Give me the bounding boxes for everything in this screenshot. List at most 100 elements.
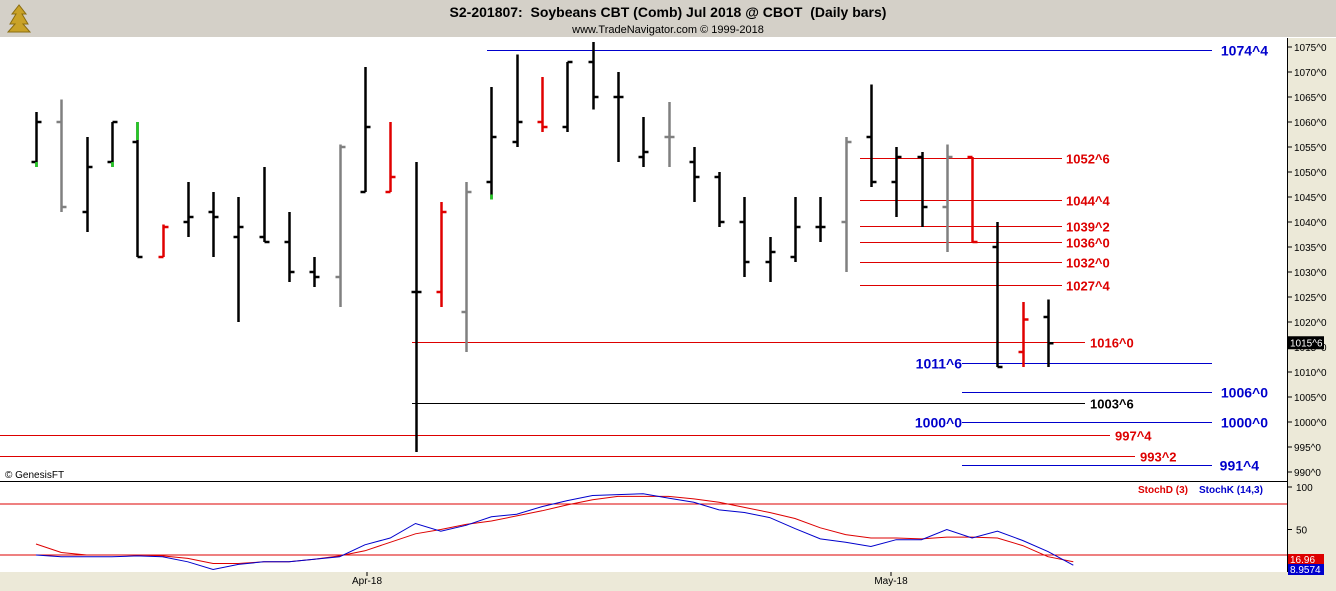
level-label: 1039^2 xyxy=(1066,220,1110,235)
price-tick-label: 1025^0 xyxy=(1294,293,1327,304)
price-tick-label: 995^0 xyxy=(1294,443,1321,454)
support-resistance-lines xyxy=(0,50,1212,466)
level-label: 1074^4 xyxy=(1221,43,1268,59)
price-bar xyxy=(714,172,725,227)
level-label: 1000^0 xyxy=(1221,415,1268,431)
price-bar xyxy=(208,192,219,257)
price-tick-label: 1030^0 xyxy=(1294,268,1327,279)
level-label: 1016^0 xyxy=(1090,336,1134,351)
last-price-label: 1015^6 xyxy=(1290,338,1323,349)
price-bar xyxy=(613,72,624,162)
price-bar xyxy=(132,122,143,259)
price-bar xyxy=(942,144,953,252)
price-bar xyxy=(1043,299,1054,367)
price-bar xyxy=(436,202,447,307)
price-bar xyxy=(183,182,194,237)
stoch-d-line xyxy=(35,495,1074,564)
stoch-last-box xyxy=(1288,554,1324,565)
price-tick-label: 1060^0 xyxy=(1294,118,1327,129)
price-bar xyxy=(815,197,826,242)
price-bar xyxy=(689,147,700,202)
price-bar xyxy=(588,42,599,110)
time-axis-background xyxy=(0,572,1287,591)
price-bar xyxy=(284,212,295,282)
price-bar xyxy=(992,222,1003,369)
price-bar xyxy=(638,117,649,167)
price-bar xyxy=(512,54,523,147)
price-bar xyxy=(385,122,396,194)
price-plot-area xyxy=(0,38,1287,481)
level-label: 1027^4 xyxy=(1066,279,1111,294)
level-label: 997^4 xyxy=(1115,429,1152,444)
price-tick-label: 990^0 xyxy=(1294,468,1321,479)
stoch-last-label: 8.9574 xyxy=(1290,565,1321,576)
chart-title: S2-201807: Soybeans CBT (Comb) Jul 2018 … xyxy=(450,4,887,20)
price-bar xyxy=(158,224,169,259)
stoch-tick-label: 100 xyxy=(1296,483,1313,494)
price-tick-label: 1045^0 xyxy=(1294,193,1327,204)
level-label: 1032^0 xyxy=(1066,256,1110,271)
stoch-k-legend: StochK (14,3) xyxy=(1199,485,1263,496)
price-bar xyxy=(259,167,270,244)
stoch-k-line xyxy=(35,493,1074,571)
price-bar xyxy=(891,147,902,217)
price-tick-label: 1050^0 xyxy=(1294,168,1327,179)
price-bar xyxy=(82,137,93,232)
price-bar xyxy=(233,197,244,322)
price-tick-label: 1035^0 xyxy=(1294,243,1327,254)
price-tick-label: 1070^0 xyxy=(1294,68,1327,79)
price-bar xyxy=(841,137,852,272)
price-axis-background xyxy=(1287,38,1336,591)
price-tick-label: 1075^0 xyxy=(1294,43,1327,54)
stoch-last-label: 16.96 xyxy=(1290,555,1315,566)
price-tick-label: 1065^0 xyxy=(1294,93,1327,104)
price-bar xyxy=(562,60,573,132)
price-bar xyxy=(765,237,776,282)
stoch-plot-area xyxy=(0,482,1287,572)
level-label: 1003^6 xyxy=(1090,397,1134,412)
time-axis: Apr-18 May-18 xyxy=(352,572,908,587)
price-tick-label: 1040^0 xyxy=(1294,218,1327,229)
level-label: 993^2 xyxy=(1140,450,1177,465)
price-bar xyxy=(1018,302,1029,367)
level-label: 1052^6 xyxy=(1066,152,1110,167)
level-label: 991^4 xyxy=(1220,458,1260,474)
price-bar xyxy=(309,257,320,287)
level-label: 1006^0 xyxy=(1221,385,1268,401)
time-tick-label: Apr-18 xyxy=(352,576,382,587)
price-tick-label: 1010^0 xyxy=(1294,368,1327,379)
price-bar xyxy=(56,99,67,212)
level-label: 1044^4 xyxy=(1066,194,1111,209)
price-tick-label: 1000^0 xyxy=(1294,418,1327,429)
price-bars xyxy=(31,42,1054,452)
price-bar xyxy=(790,197,801,262)
level-label: 1036^0 xyxy=(1066,236,1110,251)
logo-icon xyxy=(4,2,34,34)
level-label: 1011^6 xyxy=(916,356,963,372)
header-background xyxy=(0,0,1336,37)
price-bar xyxy=(335,144,346,307)
price-tick-label: 1055^0 xyxy=(1294,143,1327,154)
copyright-label: © GenesisFT xyxy=(5,470,64,481)
level-label: 1000^0 xyxy=(915,415,962,431)
stochastic-pane: 100 50 StochD (3) StochK (14,3) 16.968.9574 xyxy=(0,482,1324,576)
stoch-tick-label: 50 xyxy=(1296,526,1308,537)
price-bar xyxy=(461,182,472,352)
price-bar xyxy=(31,112,42,167)
price-bar xyxy=(411,162,422,452)
price-bar xyxy=(107,120,118,167)
stoch-d-legend: StochD (3) xyxy=(1138,485,1188,496)
time-tick-label: May-18 xyxy=(874,576,908,587)
chart-subtitle: www.TradeNavigator.com © 1999-2018 xyxy=(571,24,764,36)
price-bar xyxy=(537,77,548,132)
price-bar xyxy=(664,102,675,167)
price-tick-label: 1005^0 xyxy=(1294,393,1327,404)
price-bar xyxy=(967,155,978,244)
price-bar xyxy=(486,87,497,200)
price-bar xyxy=(917,152,928,227)
price-bar xyxy=(360,67,371,194)
stoch-last-box xyxy=(1288,564,1324,575)
price-bar xyxy=(739,197,750,277)
